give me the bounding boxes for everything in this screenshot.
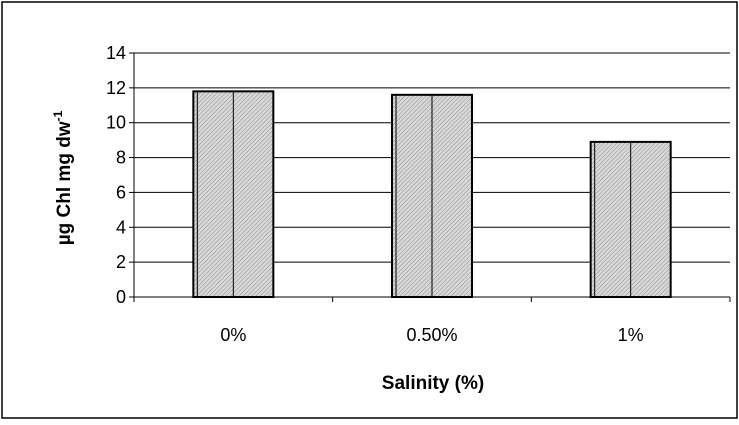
y-tick-label-4: 8 (116, 148, 126, 168)
y-axis-title: µg Chl mg dw-1 (51, 110, 75, 245)
y-tick-label-5: 10 (106, 113, 126, 133)
x-tick-label-2: 1% (618, 325, 644, 345)
y-tick-label-3: 6 (116, 182, 126, 202)
y-tick-label-1: 2 (116, 252, 126, 272)
y-axis-title-superscript: -1 (51, 110, 65, 121)
x-tick-label-0: 0% (220, 325, 246, 345)
x-axis-title: Salinity (%) (382, 373, 484, 394)
y-axis-title-main: µg Chl mg dw (54, 121, 75, 245)
y-tick-label-0: 0 (116, 287, 126, 307)
y-tick-label-6: 12 (106, 78, 126, 98)
axes (129, 52, 731, 302)
y-tick-label-2: 4 (116, 217, 126, 237)
tick-labels: 0 2 4 6 8 10 12 14 0% 0.50% 1% (106, 43, 644, 345)
x-tick-label-1: 0.50% (406, 325, 457, 345)
y-tick-label-7: 14 (106, 43, 126, 63)
bars (192, 90, 672, 299)
